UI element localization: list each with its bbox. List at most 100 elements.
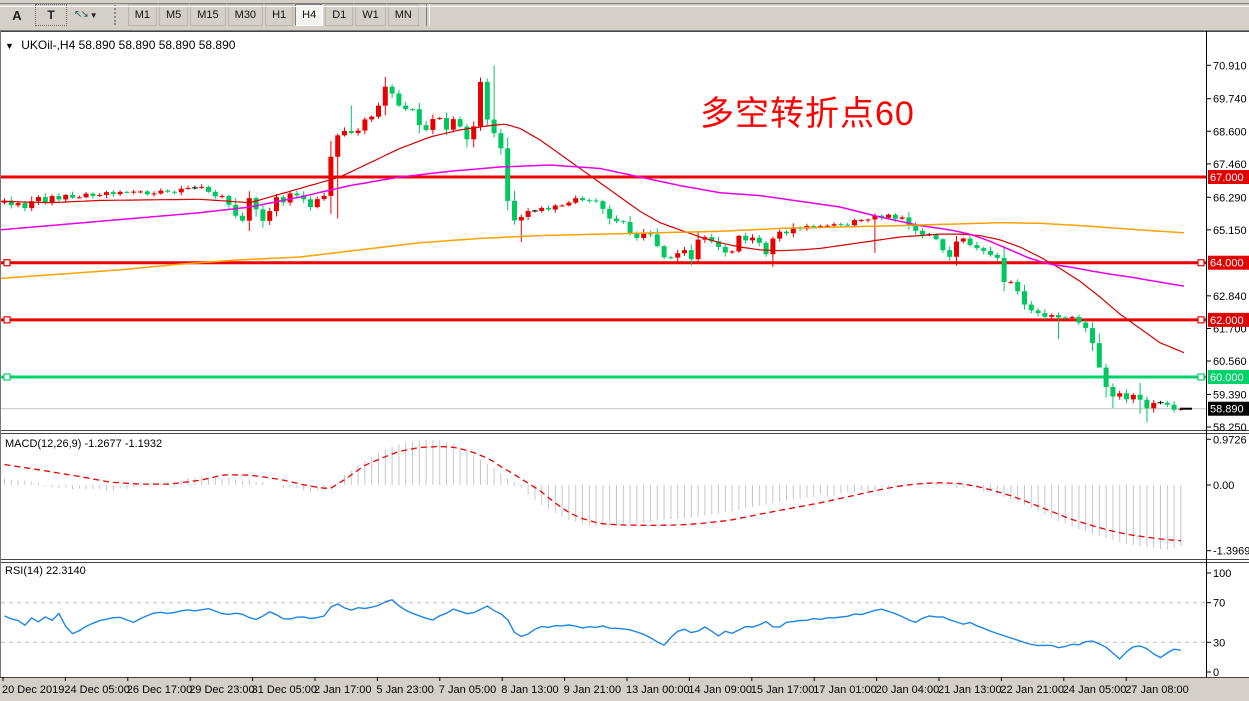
candle-body — [226, 195, 232, 205]
date-axis-label[interactable]: 21 Jan 13:00 — [938, 684, 1002, 696]
rsi-axis-label: 0 — [1213, 667, 1219, 679]
moving-average-slow — [1, 221, 1185, 280]
candle-body — [110, 192, 116, 195]
candle-body — [430, 119, 436, 130]
timeframe-strip: M1 M5 M15 M30 H1 H4 D1 W1 MN — [127, 4, 420, 26]
timeframe-button-w1[interactable]: W1 — [355, 4, 386, 26]
toolbar: A T ↖↘ ▼ M1 M5 M15 M30 H1 H4 D1 W1 MN — [0, 0, 1249, 31]
candle-body — [586, 200, 592, 202]
candle-body — [1042, 313, 1048, 317]
date-axis-label[interactable]: 22 Jan 21:00 — [1000, 684, 1064, 696]
hline-handle[interactable] — [3, 316, 11, 324]
date-axis-label[interactable]: 31 Dec 05:00 — [252, 684, 317, 696]
candle-body — [416, 109, 422, 126]
date-axis-label[interactable]: 20 Jan 04:00 — [876, 684, 940, 696]
hline-handle[interactable] — [3, 259, 11, 267]
candle-body — [852, 220, 857, 226]
moving-average-mid — [1, 164, 1185, 287]
date-axis-label[interactable]: 20 Dec 2019 — [2, 684, 64, 696]
candle-body — [76, 197, 82, 199]
candle-body — [437, 118, 443, 120]
date-axis-label[interactable]: 26 Dec 17:00 — [127, 684, 192, 696]
moving-average-fast — [1, 123, 1185, 354]
candle-body — [967, 238, 973, 246]
date-axis-label[interactable]: 8 Jan 13:00 — [501, 684, 559, 696]
timeframe-button-mn[interactable]: MN — [387, 4, 419, 26]
date-axis-label[interactable]: 24 Dec 05:00 — [64, 684, 129, 696]
candle-body — [355, 130, 361, 133]
price-axis-label: 69.740 — [1213, 94, 1247, 106]
timeframe-button-h1[interactable]: H1 — [265, 4, 294, 26]
date-axis-label[interactable]: 24 Jan 05:00 — [1063, 684, 1127, 696]
candle-body — [471, 126, 477, 140]
timeframe-button-m30[interactable]: M30 — [227, 4, 264, 26]
candle-body — [777, 231, 783, 239]
candle-body — [308, 199, 313, 208]
date-axis-label[interactable]: 2 Jan 17:00 — [314, 684, 372, 696]
candle-body — [117, 191, 123, 195]
date-axis-label[interactable]: 29 Dec 23:00 — [189, 684, 254, 696]
date-axis-label[interactable]: 15 Jan 17:00 — [751, 684, 815, 696]
hline-handle[interactable] — [3, 373, 11, 381]
candle-body — [70, 194, 75, 198]
candle-body — [1110, 386, 1116, 397]
hline-handle[interactable] — [1197, 373, 1205, 381]
candle-body — [63, 194, 69, 200]
toolbar-separator — [425, 4, 430, 26]
candle-body — [1056, 315, 1061, 318]
candle-body — [1008, 281, 1014, 283]
candle-body — [478, 81, 483, 127]
rsi-line — [4, 599, 1182, 660]
candle-body — [22, 203, 28, 209]
timeframe-button-h4[interactable]: H4 — [295, 4, 324, 26]
date-axis-label[interactable]: 7 Jan 05:00 — [439, 684, 497, 696]
hline-handle[interactable] — [1197, 316, 1205, 324]
timeframe-button-m1[interactable]: M1 — [127, 4, 157, 26]
candle-body — [947, 250, 953, 257]
arrows-tool-button[interactable]: ↖↘ ▼ — [69, 4, 103, 26]
candle-body — [614, 218, 619, 222]
candle-body — [1076, 316, 1082, 323]
date-axis-label[interactable]: 5 Jan 23:00 — [376, 684, 434, 696]
date-axis-label[interactable]: 13 Jan 00:00 — [626, 684, 690, 696]
candle-body — [253, 198, 259, 210]
candle-body — [83, 193, 89, 198]
hline-handle[interactable] — [1197, 259, 1205, 267]
timeframe-button-m5[interactable]: M5 — [158, 4, 189, 26]
timeframe-button-d1[interactable]: D1 — [325, 4, 354, 26]
candle-body — [688, 250, 694, 260]
candle-body — [593, 200, 599, 202]
chart-background — [0, 31, 1249, 677]
candle-body — [539, 207, 545, 211]
date-axis-label[interactable]: 14 Jan 09:00 — [688, 684, 752, 696]
candle-body — [722, 246, 728, 253]
candle-body — [206, 186, 211, 192]
candle-body — [348, 130, 354, 133]
candle-body — [566, 202, 572, 206]
candle-body — [219, 195, 225, 197]
candle-body — [546, 207, 551, 210]
candle-body — [260, 209, 266, 221]
text-tool-button[interactable]: T — [35, 4, 67, 26]
candle-body — [138, 191, 143, 193]
price-badge-label: 60.000 — [1210, 372, 1244, 384]
rsi-pane — [1, 599, 1206, 660]
candle-body — [750, 237, 755, 241]
candle-body — [933, 234, 939, 240]
current-bar-close-marker — [1180, 407, 1192, 410]
candle-body — [389, 86, 395, 94]
candle-body — [892, 214, 898, 219]
candle-body — [682, 250, 687, 254]
candle-body — [396, 93, 402, 106]
date-axis-label[interactable]: 17 Jan 01:00 — [813, 684, 877, 696]
date-axis-label[interactable]: 27 Jan 08:00 — [1125, 684, 1189, 696]
date-axis-label[interactable]: 9 Jan 21:00 — [564, 684, 622, 696]
candle-body — [1083, 322, 1089, 329]
candle-body — [899, 217, 905, 219]
toolbar-drag-handle[interactable] — [113, 5, 121, 25]
text-label-tool-button[interactable]: A — [12, 7, 22, 23]
timeframe-button-m15[interactable]: M15 — [190, 4, 226, 26]
price-axis-label: 60.560 — [1213, 356, 1247, 368]
